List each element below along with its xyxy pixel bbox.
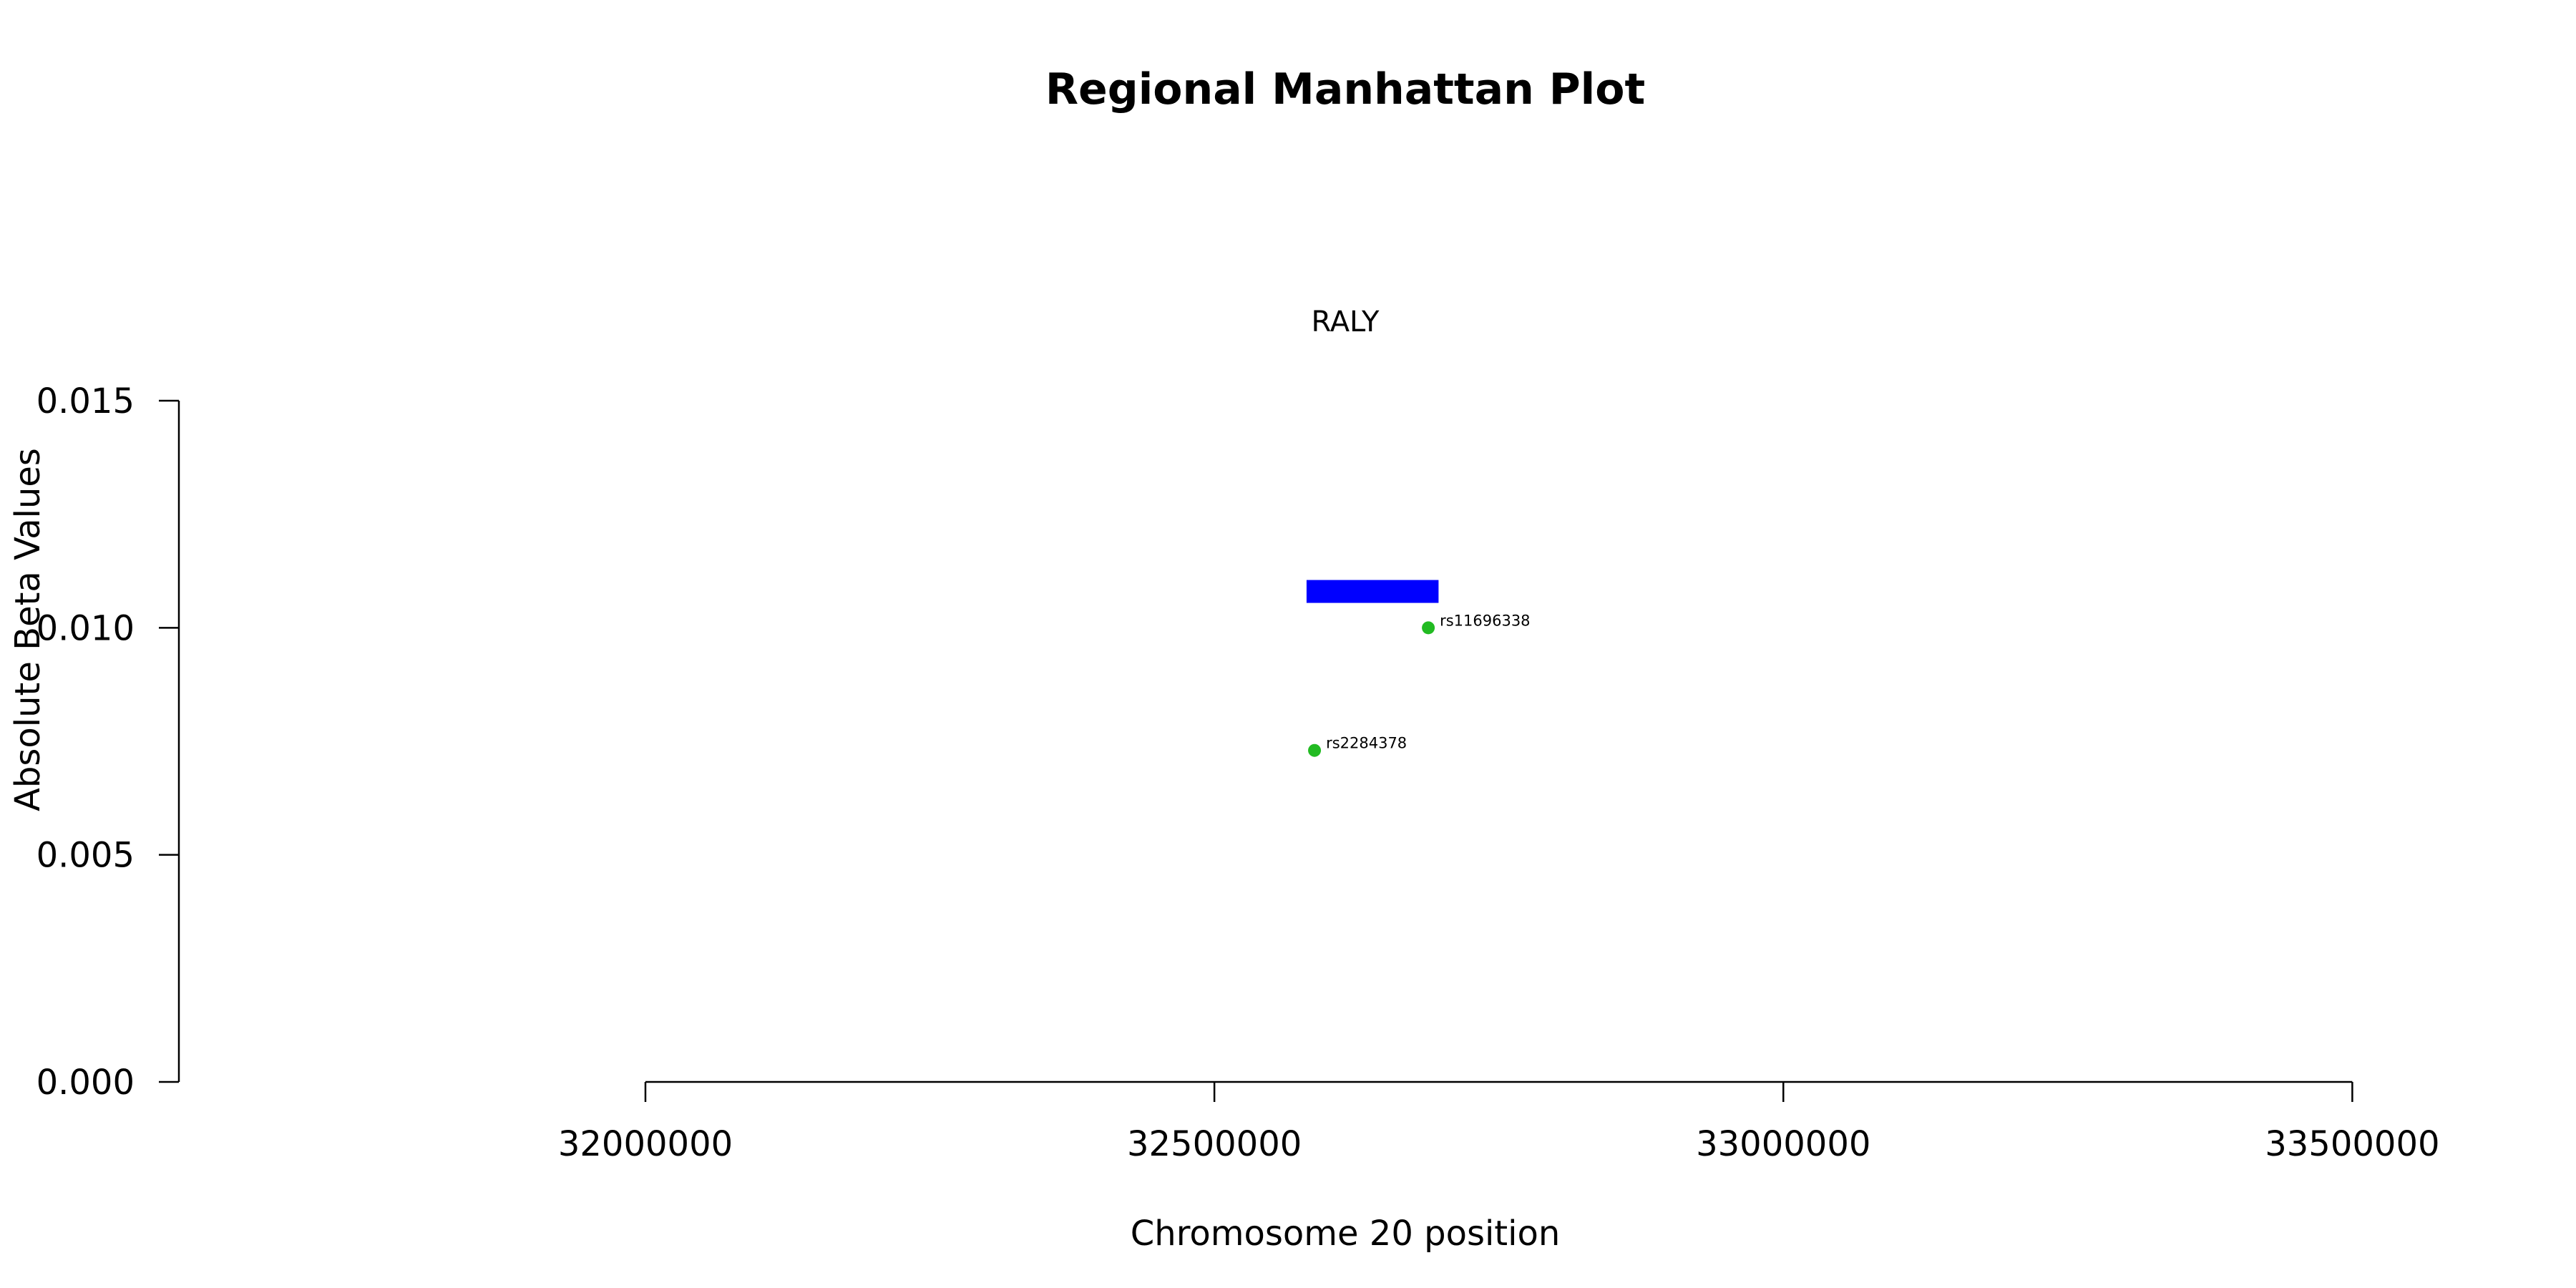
y-ticks: 0.000 0.005 0.010 0.015 xyxy=(36,381,179,1103)
gene-label: RALY xyxy=(1312,306,1380,338)
y-tick-label: 0.005 xyxy=(36,836,135,876)
x-tick-label: 33000000 xyxy=(1696,1124,1870,1164)
x-tick-label: 32500000 xyxy=(1127,1124,1302,1164)
chart-title: Regional Manhattan Plot xyxy=(1045,64,1645,114)
y-tick-label: 0.010 xyxy=(36,608,135,648)
gene-bar xyxy=(1306,580,1439,603)
y-tick-label: 0.000 xyxy=(36,1063,135,1103)
x-ticks: 32000000 32500000 33000000 33500000 xyxy=(558,1082,2440,1164)
x-axis-title: Chromosome 20 position xyxy=(1131,1214,1561,1254)
snp-point xyxy=(1308,743,1322,757)
snp-label: rs11696338 xyxy=(1440,612,1530,629)
x-tick-label: 33500000 xyxy=(2265,1124,2439,1164)
snp-point xyxy=(1422,621,1435,635)
y-axis-title: Absolute Beta Values xyxy=(8,448,48,811)
y-tick-label: 0.015 xyxy=(36,381,135,421)
snp-label: rs2284378 xyxy=(1326,735,1407,752)
chart-marks: RALY rs2284378 rs11696338 xyxy=(1306,306,1531,757)
x-tick-label: 32000000 xyxy=(558,1124,733,1164)
